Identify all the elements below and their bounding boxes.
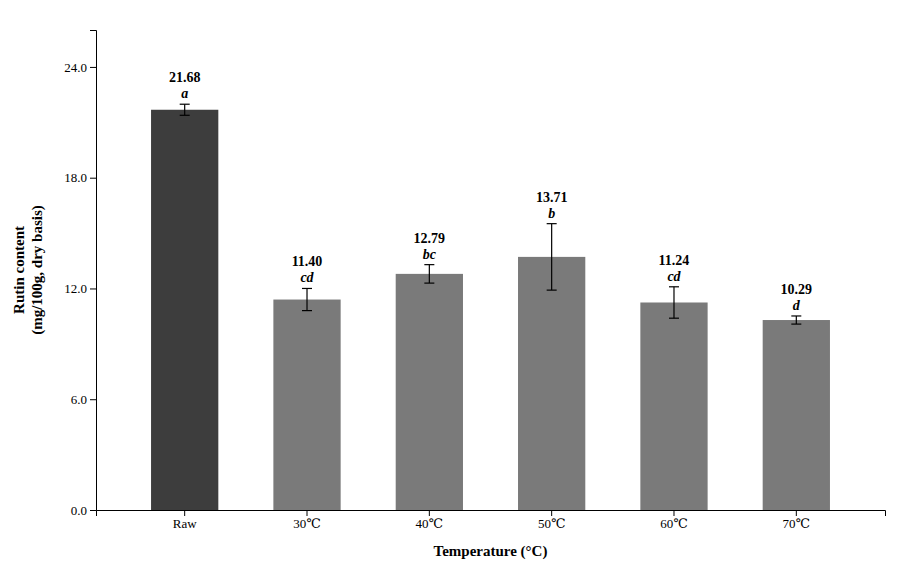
error-bar-cap (302, 288, 312, 289)
x-tick-mark (796, 510, 797, 516)
error-bar (669, 287, 679, 318)
value-label: 13.71 (536, 190, 568, 205)
y-axis-title-line: Rutin content (11, 226, 27, 314)
y-tick-mark (90, 67, 96, 68)
y-tick-mark (90, 288, 96, 289)
x-tick-label: 70℃ (783, 516, 811, 531)
x-tick-mark (184, 510, 185, 516)
error-bar-cap (424, 283, 434, 284)
x-tick: 60℃ (660, 510, 688, 531)
error-bar-cap (180, 115, 190, 116)
significance-label: cd (300, 270, 314, 285)
value-label: 21.68 (169, 70, 201, 85)
x-tick-mark (429, 510, 430, 516)
error-bar-stem (306, 288, 307, 310)
x-tick-mark (673, 510, 674, 516)
error-bar (424, 265, 434, 283)
y-tick-label: 24.0 (64, 60, 87, 75)
error-bar-cap (547, 290, 557, 291)
error-bar-cap (791, 315, 801, 316)
y-axis-line (90, 31, 97, 511)
chart-svg: 0.0 6.0 12.0 18.0 24.0 Raw 30℃ 40℃ 50℃ 60℃ 70℃ 21.6… (0, 0, 909, 572)
bar (763, 320, 830, 510)
significance-label: bc (423, 247, 437, 262)
error-bar (547, 224, 557, 290)
y-tick-label: 6.0 (71, 392, 87, 407)
x-tick-mark (307, 510, 308, 516)
y-tick: 0.0 (71, 503, 96, 518)
x-tick: Raw (173, 510, 197, 531)
x-tick-label: 40℃ (416, 516, 444, 531)
y-tick-label: 0.0 (71, 503, 87, 518)
y-tick: 18.0 (64, 170, 96, 185)
x-tick-mark (551, 510, 552, 516)
x-tick: 40℃ (416, 510, 444, 531)
x-tick-label: 60℃ (660, 516, 688, 531)
value-label: 11.40 (292, 254, 323, 269)
error-bar (791, 316, 801, 324)
y-tick-mark (90, 178, 96, 179)
significance-label: b (548, 206, 555, 221)
x-tick: 70℃ (783, 510, 811, 531)
y-tick: 24.0 (64, 60, 96, 75)
y-tick-label: 18.0 (64, 170, 87, 185)
bar (640, 302, 707, 510)
value-label: 11.24 (659, 253, 690, 268)
bar (273, 300, 340, 510)
significance-label: d (793, 298, 801, 313)
x-tick-label: Raw (173, 516, 197, 531)
error-bar-cap (669, 318, 679, 319)
error-bar-cap (791, 323, 801, 324)
x-tick: 50℃ (538, 510, 566, 531)
x-axis-title: Temperature (°C) (434, 543, 548, 560)
error-bar (180, 104, 190, 115)
error-bar-stem (184, 104, 185, 115)
x-axis: Raw 30℃ 40℃ 50℃ 60℃ 70℃ (97, 510, 886, 531)
plot-area: 0.0 6.0 12.0 18.0 24.0 Raw 30℃ 40℃ 50℃ 60℃ 70℃ 21.6… (64, 31, 885, 532)
bar (151, 110, 218, 510)
y-tick-mark (90, 510, 96, 511)
y-tick: 6.0 (71, 392, 96, 407)
marks (151, 104, 830, 510)
error-bar-stem (551, 224, 552, 290)
error-bar-cap (547, 223, 557, 224)
significance-label: a (181, 86, 188, 101)
y-axis: 0.0 6.0 12.0 18.0 24.0 (64, 31, 96, 518)
y-axis-title-line: (mg/100g, dry basis) (29, 205, 46, 335)
bar (518, 257, 585, 510)
y-tick-label: 12.0 (64, 281, 87, 296)
bar (396, 274, 463, 510)
value-label: 10.29 (781, 282, 813, 297)
y-tick-mark (90, 399, 96, 400)
error-bar-cap (669, 286, 679, 287)
chart-container: 0.0 6.0 12.0 18.0 24.0 Raw 30℃ 40℃ 50℃ 60℃ 70℃ 21.6… (0, 0, 909, 572)
error-bar-stem (796, 316, 797, 324)
y-tick: 12.0 (64, 281, 96, 296)
x-axis-line (97, 511, 886, 517)
labels: 21.68 11.40 12.79 13.71 11.24 10.29 a cd bc b cd d (169, 70, 812, 313)
error-bar-stem (429, 265, 430, 283)
y-axis-title: Rutin content(mg/100g, dry basis) (11, 205, 46, 335)
value-label: 12.79 (414, 231, 446, 246)
x-tick-label: 30℃ (293, 516, 321, 531)
significance-label: cd (667, 269, 681, 284)
error-bar-stem (673, 287, 674, 318)
error-bar-cap (302, 310, 312, 311)
error-bar (302, 288, 312, 310)
x-tick: 30℃ (293, 510, 321, 531)
error-bar-cap (180, 104, 190, 105)
error-bar-cap (424, 264, 434, 265)
x-tick-label: 50℃ (538, 516, 566, 531)
